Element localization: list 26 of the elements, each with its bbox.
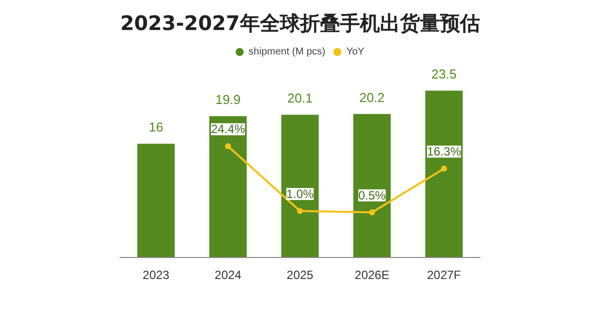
chart-title: 2023-2027年全球折叠手机出货量预估 <box>120 11 480 35</box>
point <box>369 209 375 216</box>
legend-label: shipment (M pcs) <box>248 46 326 58</box>
legend-label: YoY <box>346 46 365 58</box>
data-label: 19.9 <box>215 92 241 108</box>
data-label: 20.2 <box>359 90 385 105</box>
data-label: 1.0% <box>286 186 314 201</box>
data-label: 16.3% <box>426 144 462 159</box>
data-label: 23.5 <box>431 66 457 82</box>
point <box>297 208 303 214</box>
bar <box>137 144 175 257</box>
x-tick-label: 2027F <box>426 268 462 282</box>
data-label: 16 <box>148 120 164 135</box>
x-tick-label: 2025 <box>286 268 314 282</box>
point <box>441 166 447 172</box>
data-label: 24.4% <box>210 122 246 136</box>
x-tick-label: 2023 <box>142 268 170 282</box>
bar <box>425 90 463 257</box>
data-label: 0.5% <box>358 188 386 202</box>
bar <box>281 114 319 257</box>
data-label: 20.1 <box>287 90 313 106</box>
bar <box>353 114 391 257</box>
bar <box>209 116 247 257</box>
point <box>225 143 231 150</box>
x-tick-label: 2026E <box>354 268 390 282</box>
x-tick-label: 2024 <box>214 268 242 282</box>
